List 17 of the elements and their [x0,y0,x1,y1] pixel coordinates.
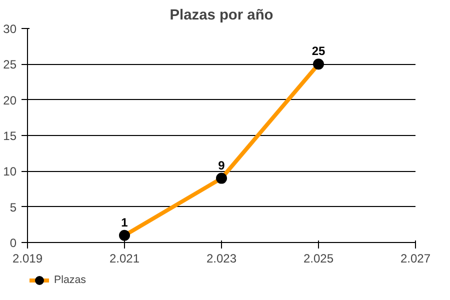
x-tick-label: 2.023 [206,252,237,266]
legend-label: Plazas [54,274,86,286]
x-tick-label: 2.021 [109,252,140,266]
y-tick-label: 10 [3,164,17,179]
x-tick-label: 2.025 [303,252,334,266]
data-label: 25 [312,44,326,58]
x-tick-label: 2.027 [400,252,431,266]
y-tick-label: 5 [10,200,17,214]
data-label: 9 [218,158,226,172]
y-tick-label: 15 [3,129,17,143]
y-tick-label: 30 [3,22,17,36]
y-tick-label: 0 [10,236,17,250]
x-tick-label: 2.019 [12,252,43,266]
y-tick-label: 20 [3,93,17,108]
data-label: 1 [121,215,128,230]
y-tick-label: 25 [3,58,17,72]
chart-title: Plazas por año [170,8,274,24]
